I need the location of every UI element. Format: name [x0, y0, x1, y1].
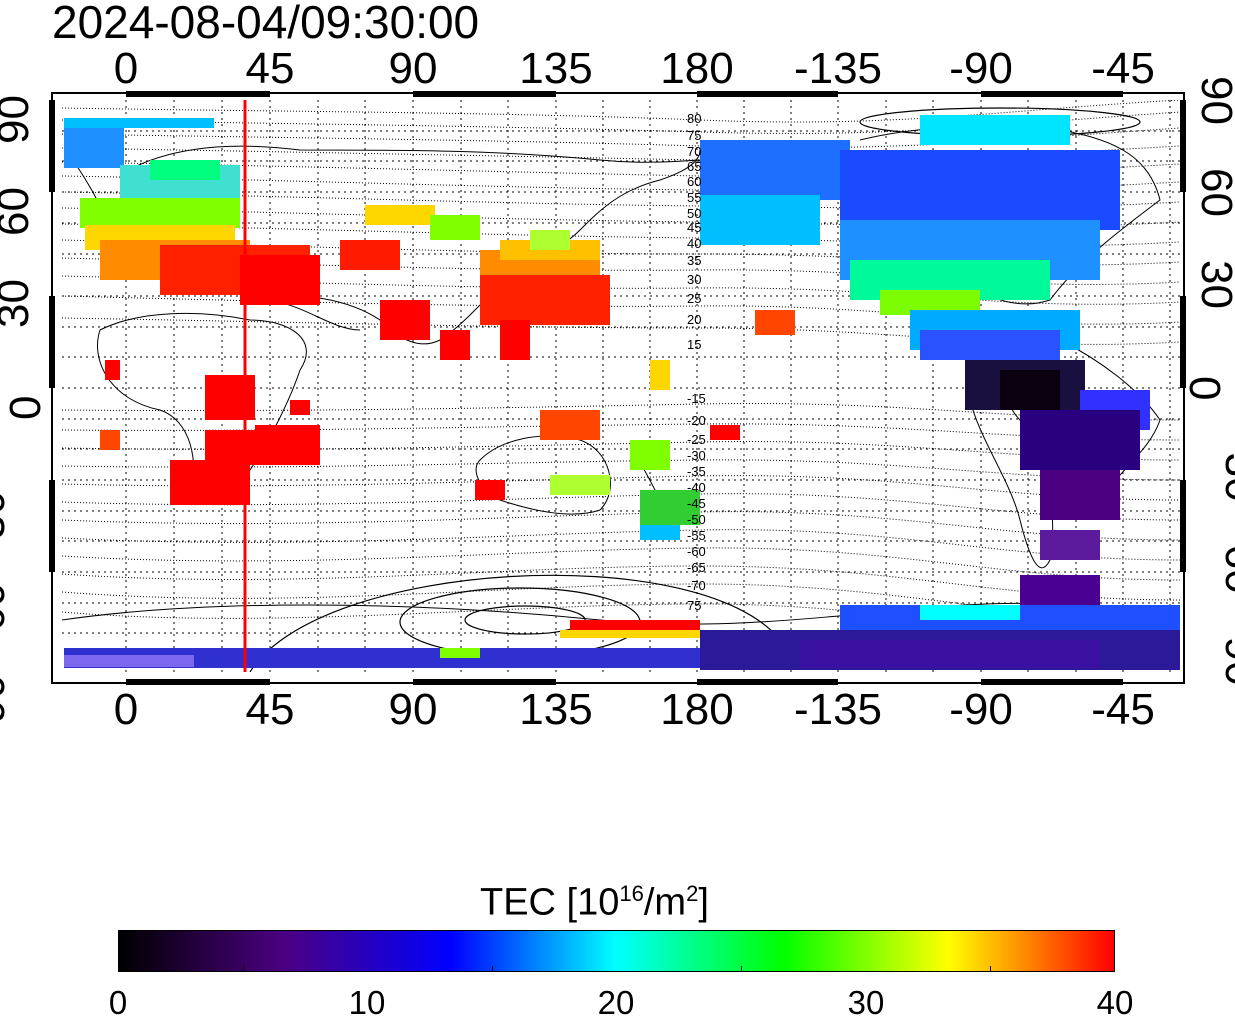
- contour-label-north: 25: [687, 291, 701, 306]
- colorbar-tick: 30: [847, 984, 885, 1021]
- x-bottom-tick: 45: [245, 685, 295, 734]
- contour-labels: 80 75 70 65 60 55 50 45 40 35 30 25 20 1…: [687, 111, 706, 613]
- colorbar-title: TEC [1016/m2]: [480, 881, 709, 924]
- contour-label-south: 75: [687, 598, 701, 613]
- x-bottom-tick: 135: [519, 685, 593, 734]
- contour-label-north: 15: [687, 337, 701, 352]
- contour-label-north: 50: [687, 206, 701, 221]
- colorbar-tick: 40: [1096, 984, 1134, 1021]
- tec-colorbar: [118, 930, 1115, 972]
- x-top-tick: 90: [388, 44, 438, 93]
- contour-label-south: -20: [687, 413, 706, 428]
- x-top-tick: 135: [519, 44, 593, 93]
- contour-label-north: 80: [687, 111, 701, 126]
- contour-label-south: -70: [687, 578, 706, 593]
- contour-label-south: -55: [687, 528, 706, 543]
- colorbar-tick: 20: [597, 984, 635, 1021]
- x-bottom-tick: -135: [793, 685, 883, 734]
- x-top-tick: -45: [1091, 44, 1155, 93]
- axis-tick-bars: [49, 91, 1186, 685]
- colorbar-tick: 0: [108, 984, 128, 1021]
- x-bottom-tick: 0: [113, 685, 139, 734]
- x-bottom-tick: 90: [388, 685, 438, 734]
- x-top-tick: 180: [660, 44, 734, 93]
- x-top-tick: -90: [949, 44, 1013, 93]
- timestamp-title: 2024-08-04/09:30:00: [52, 0, 480, 48]
- contour-label-south: -35: [687, 464, 706, 479]
- contour-label-north: 75: [687, 128, 701, 143]
- x-top-tick: 45: [245, 44, 295, 93]
- x-bottom-tick: -45: [1091, 685, 1155, 734]
- contour-label-north: 70: [687, 144, 701, 159]
- contour-label-south: -50: [687, 512, 706, 527]
- contour-label-north: 20: [687, 312, 701, 327]
- contour-label-north: 45: [687, 220, 701, 235]
- contour-label-north: 35: [687, 253, 701, 268]
- x-top-tick: -135: [793, 44, 883, 93]
- contour-label-south: -40: [687, 480, 706, 495]
- tec-data-patches: [64, 115, 1180, 670]
- contour-label-south: -25: [687, 432, 706, 447]
- x-bottom-tick: -90: [949, 685, 1013, 734]
- x-top-tick: 0: [113, 44, 139, 93]
- x-bottom-tick: 180: [660, 685, 734, 734]
- contour-label-south: -15: [687, 391, 706, 406]
- contour-label-north: 30: [687, 272, 701, 287]
- contour-label-north: 60: [687, 174, 701, 189]
- colorbar-tick: 10: [348, 984, 386, 1021]
- contour-label-south: -45: [687, 496, 706, 511]
- contour-label-north: 55: [687, 190, 701, 205]
- contour-label-south: -30: [687, 448, 706, 463]
- contour-label-south: -65: [687, 560, 706, 575]
- contour-label-north: 40: [687, 236, 701, 251]
- contour-label-south: -60: [687, 544, 706, 559]
- contour-label-north: 65: [687, 159, 701, 174]
